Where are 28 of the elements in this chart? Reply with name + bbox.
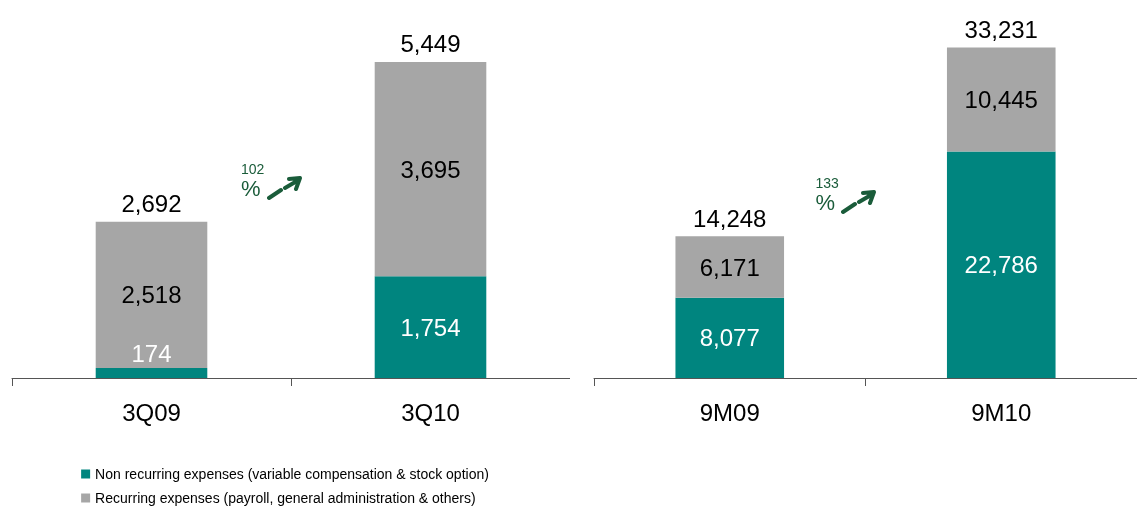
total-label: 14,248 bbox=[693, 204, 767, 232]
bar bbox=[946, 151, 1056, 378]
bar bbox=[675, 236, 785, 298]
data-label: 174 bbox=[131, 340, 172, 368]
data-label: 2,518 bbox=[121, 281, 182, 309]
data-label: 22,786 bbox=[964, 251, 1038, 279]
bar bbox=[95, 221, 208, 368]
x-tick-label: 9M09 bbox=[699, 398, 760, 426]
x-tick-label: 3Q09 bbox=[122, 398, 181, 426]
data-label: 3,695 bbox=[400, 155, 461, 183]
total-label: 5,449 bbox=[400, 30, 461, 58]
data-label: 1,754 bbox=[400, 313, 461, 341]
bar bbox=[95, 367, 208, 378]
total-label: 2,692 bbox=[121, 190, 182, 218]
legend-label: Recurring expenses (payroll, general administration & others) bbox=[95, 490, 476, 506]
bar bbox=[374, 61, 487, 277]
bar bbox=[675, 297, 785, 378]
bar bbox=[374, 276, 487, 378]
annotation: 133 % bbox=[815, 175, 840, 216]
x-tick-label: 9M10 bbox=[971, 398, 1032, 426]
data-label: 10,445 bbox=[964, 86, 1038, 114]
data-label: 8,077 bbox=[699, 324, 760, 352]
data-label: 6,171 bbox=[699, 253, 760, 281]
legend-label: Non recurring expenses (variable compensation & stock option) bbox=[95, 466, 489, 482]
annotation: 102 % bbox=[241, 160, 266, 201]
total-label: 33,231 bbox=[964, 16, 1038, 44]
x-tick-label: 3Q10 bbox=[401, 398, 460, 426]
bar bbox=[946, 47, 1056, 152]
